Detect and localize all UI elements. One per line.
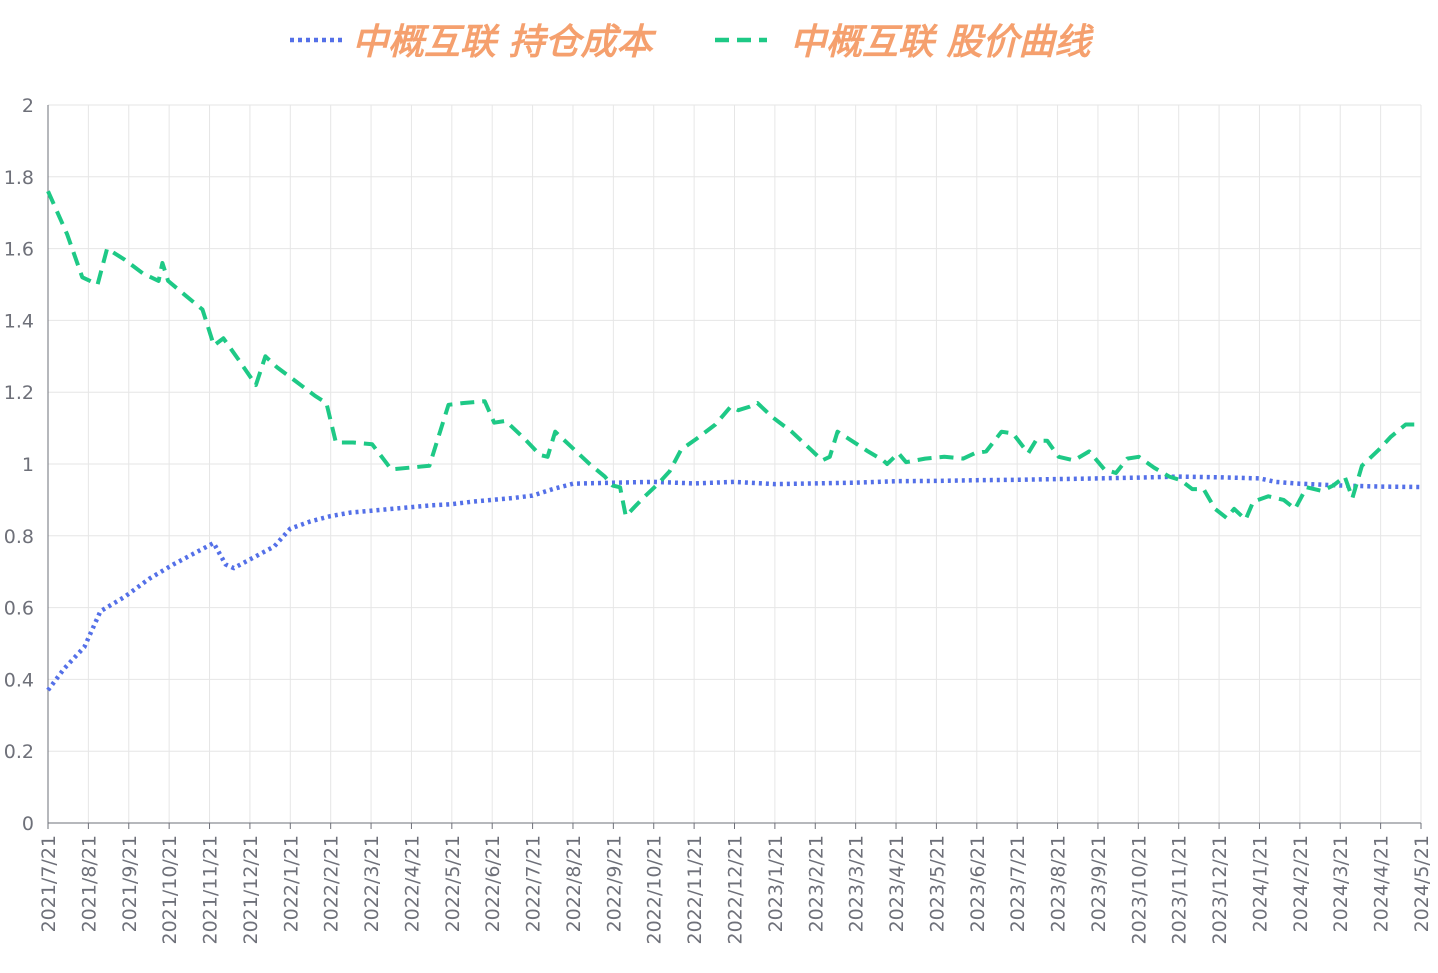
y-tick-label: 0.6 bbox=[4, 598, 34, 620]
x-tick-label: 2024/2/21 bbox=[1290, 835, 1312, 932]
x-tick-label: 2023/11/21 bbox=[1169, 835, 1191, 945]
series-holding-cost-line bbox=[46, 474, 1422, 692]
legend-label: 中概互联 持仓成本 bbox=[352, 22, 658, 63]
series-price-line bbox=[46, 190, 1421, 522]
legend-item-price[interactable]: 中概互联 股价曲线 bbox=[715, 22, 1095, 63]
y-tick-label: 0.4 bbox=[4, 669, 34, 691]
x-tick-label: 2024/5/21 bbox=[1411, 835, 1433, 932]
x-tick-label: 2022/11/21 bbox=[684, 835, 706, 945]
y-tick-label: 1.6 bbox=[4, 239, 34, 261]
x-tick-label: 2023/3/21 bbox=[846, 835, 868, 932]
x-tick-label: 2022/3/21 bbox=[361, 835, 383, 932]
y-tick-label: 1 bbox=[22, 454, 34, 476]
x-tick-label: 2022/10/21 bbox=[644, 835, 666, 945]
y-tick-label: 0 bbox=[22, 813, 34, 835]
x-tick-label: 2022/6/21 bbox=[482, 835, 504, 932]
y-tick-label: 0.2 bbox=[4, 741, 34, 763]
axes bbox=[47, 105, 1422, 829]
x-tick-label: 2021/10/21 bbox=[159, 835, 181, 945]
legend-item-holding-cost[interactable]: 中概互联 持仓成本 bbox=[290, 22, 658, 63]
x-tick-label: 2022/2/21 bbox=[321, 835, 343, 932]
y-tick-label: 1.4 bbox=[4, 310, 34, 332]
x-tick-label: 2022/12/21 bbox=[725, 835, 747, 945]
x-tick-label: 2021/12/21 bbox=[240, 835, 262, 945]
y-tick-label: 2 bbox=[22, 95, 34, 117]
y-axis-tick-labels: 0 0.2 0.4 0.6 0.8 1 1.2 1.4 1.6 1.8 2 bbox=[4, 95, 34, 835]
y-tick-label: 1.8 bbox=[4, 167, 34, 189]
x-tick-label: 2021/7/21 bbox=[38, 835, 60, 932]
x-tick-label: 2021/9/21 bbox=[119, 835, 141, 932]
x-tick-label: 2023/8/21 bbox=[1048, 835, 1070, 932]
x-tick-label: 2022/4/21 bbox=[401, 835, 423, 932]
x-tick-label: 2022/8/21 bbox=[563, 835, 585, 932]
x-tick-label: 2024/3/21 bbox=[1330, 835, 1352, 932]
x-tick-label: 2024/4/21 bbox=[1371, 835, 1393, 932]
x-tick-label: 2022/5/21 bbox=[442, 835, 464, 932]
x-tick-label: 2023/5/21 bbox=[926, 835, 948, 932]
x-tick-label: 2021/8/21 bbox=[78, 835, 100, 932]
x-tick-label: 2023/1/21 bbox=[765, 835, 787, 932]
x-tick-label: 2023/4/21 bbox=[886, 835, 908, 932]
legend[interactable]: 中概互联 持仓成本 中概互联 股价曲线 bbox=[290, 22, 1095, 63]
x-tick-label: 2023/6/21 bbox=[967, 835, 989, 932]
x-tick-label: 2022/1/21 bbox=[280, 835, 302, 932]
y-tick-label: 0.8 bbox=[4, 526, 34, 548]
x-tick-label: 2023/10/21 bbox=[1128, 835, 1150, 945]
x-tick-label: 2023/9/21 bbox=[1088, 835, 1110, 932]
series-lines bbox=[46, 190, 1422, 692]
x-tick-label: 2023/7/21 bbox=[1007, 835, 1029, 932]
x-tick-label: 2023/12/21 bbox=[1209, 835, 1231, 945]
x-tick-label: 2022/9/21 bbox=[603, 835, 625, 932]
legend-label: 中概互联 股价曲线 bbox=[790, 22, 1095, 63]
x-tick-label: 2022/7/21 bbox=[523, 835, 545, 932]
y-tick-label: 1.2 bbox=[4, 382, 34, 404]
x-tick-label: 2023/2/21 bbox=[805, 835, 827, 932]
grid-lines bbox=[47, 104, 1422, 823]
x-tick-label: 2024/1/21 bbox=[1249, 835, 1271, 932]
x-axis-tick-labels: 2021/7/21 2021/8/21 2021/9/21 2021/10/21 202… bbox=[38, 835, 1433, 945]
x-tick-label: 2021/11/21 bbox=[200, 835, 222, 945]
